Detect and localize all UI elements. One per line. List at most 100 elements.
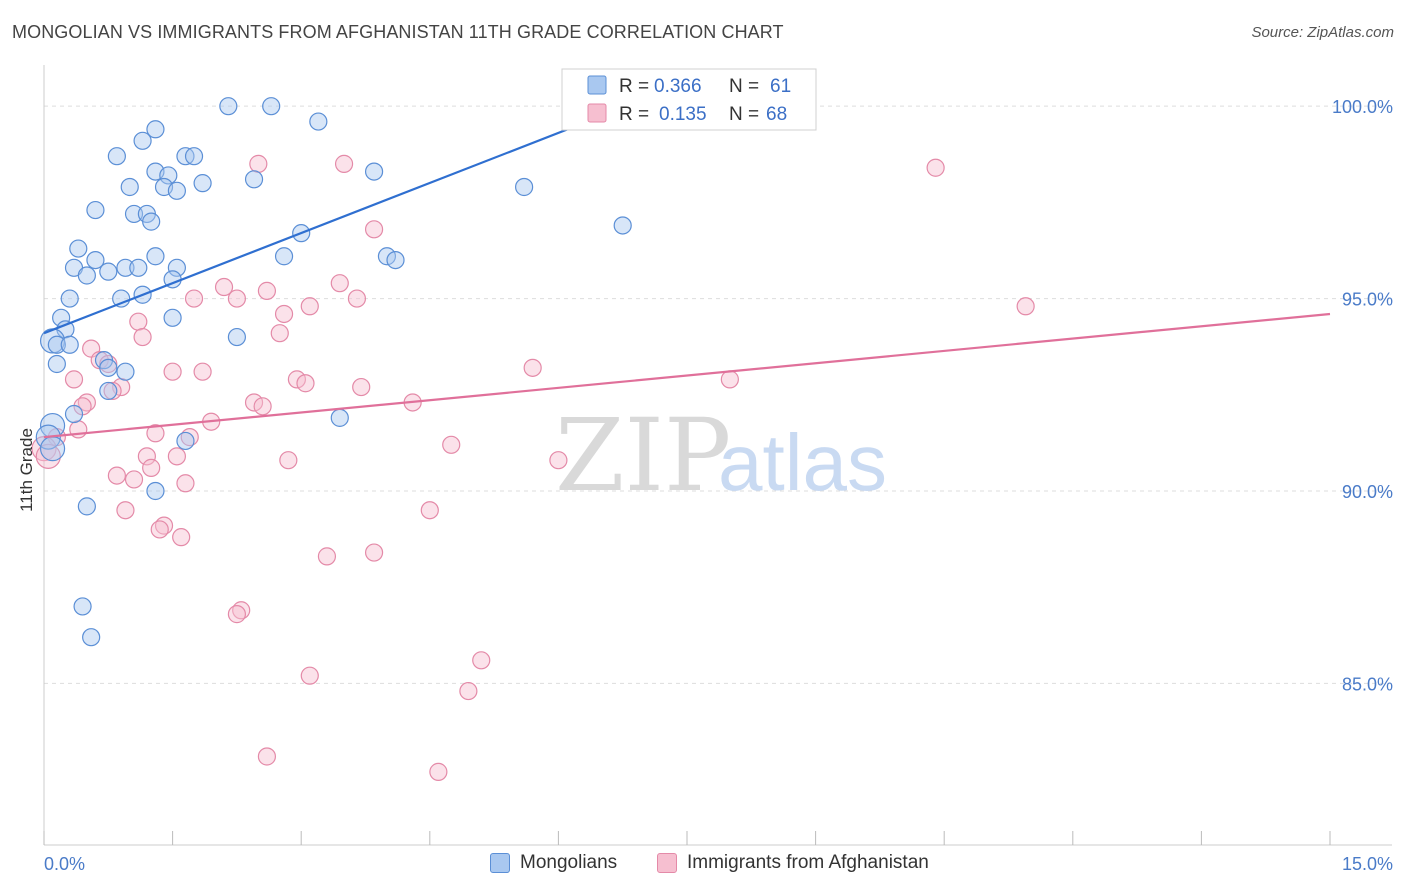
afghanistan-swatch [657, 853, 677, 873]
mongolian-point-55 [39, 436, 66, 462]
mongolian-point-50 [99, 381, 118, 401]
mongolian-point-3 [146, 120, 165, 139]
afghanistan-point-5 [330, 274, 349, 293]
afghanistan-point-59 [227, 605, 246, 624]
mongolian-point-33 [99, 262, 118, 281]
mongolian-point-27 [386, 250, 405, 270]
watermark-zip: ZIP [555, 397, 731, 514]
afghanistan-point-7 [257, 281, 277, 300]
mongolian-point-0 [219, 97, 238, 116]
afghanistan-point-55 [172, 528, 191, 547]
legend-blue-r-value: 0.366 [654, 76, 702, 97]
afghanistan-point-15 [270, 324, 289, 343]
mongolian-point-12 [120, 177, 139, 197]
blue-series-points [35, 97, 632, 647]
mongolian-point-28 [86, 250, 105, 270]
x-tick-label-max: 15.0% [1342, 854, 1393, 874]
afghanistan-point-9 [184, 289, 204, 308]
afghanistan-trend-line [43, 312, 1331, 439]
afghanistan-point-41 [35, 443, 61, 469]
afghanistan-point-13 [274, 304, 294, 324]
afghanistan-point-64 [429, 762, 448, 781]
afghanistan-point-31 [253, 397, 272, 416]
mongolian-point-10 [244, 170, 264, 189]
legend-pink-r-value: 0.135 [659, 104, 707, 125]
afghanistan-point-12 [1016, 297, 1035, 316]
series-legend: Mongolians Immigrants from Afghanistan [0, 852, 1406, 878]
mongolian-point-21 [613, 216, 632, 235]
afghanistan-point-24 [64, 370, 84, 389]
afghanistan-point-20 [523, 358, 542, 377]
afghanistan-point-57 [317, 547, 337, 566]
mongolian-point-24 [146, 247, 165, 266]
mongolian-point-23 [69, 239, 88, 258]
mongolian-point-9 [159, 166, 178, 185]
afghanistan-point-42 [442, 435, 461, 454]
mongolian-point-48 [99, 358, 118, 377]
mongolian-point-57 [146, 481, 165, 501]
afghanistan-point-60 [472, 651, 491, 670]
afghanistan-label: Immigrants from Afghanistan [687, 852, 929, 873]
mongolian-point-52 [330, 408, 349, 427]
y-tick-label-0: 85.0% [1342, 674, 1393, 694]
afghanistan-point-21 [163, 362, 182, 381]
afghanistan-point-30 [244, 393, 264, 412]
tick-labels: 85.0% 90.0% 95.0% 100.0% 0.0% 15.0% [44, 97, 1393, 874]
mongolian-point-46 [47, 354, 66, 374]
afghanistan-point-14 [129, 312, 148, 331]
legend-blue-r-label: R = [619, 76, 649, 97]
mongolian-point-16 [515, 177, 534, 197]
mongolian-point-42 [227, 327, 246, 347]
afghanistan-point-4 [364, 220, 384, 239]
legend-blue-n-value: 61 [770, 76, 791, 97]
y-tick-label-3: 100.0% [1332, 97, 1393, 117]
afghanistan-point-50 [176, 474, 195, 493]
afghanistan-point-56 [364, 543, 384, 562]
mongolian-point-18 [124, 204, 144, 224]
afghanistan-point-52 [116, 501, 135, 520]
afghanistan-point-48 [107, 466, 126, 485]
afghanistan-point-27 [352, 377, 371, 397]
mongolian-point-39 [163, 308, 182, 327]
afghanistan-point-37 [146, 424, 165, 443]
y-axis-title: 11th Grade [17, 428, 36, 512]
source-label: Source: ZipAtlas.com [1251, 24, 1394, 41]
mongolian-point-1 [262, 97, 281, 116]
mongolian-point-49 [116, 362, 135, 381]
mongolian-point-7 [184, 147, 204, 166]
afghanistan-point-2 [334, 154, 354, 173]
trend-lines [43, 105, 1331, 439]
afghanistan-point-6 [214, 277, 234, 297]
mongolian-point-34 [77, 266, 96, 285]
afghanistan-point-45 [279, 451, 298, 470]
afghanistan-point-62 [459, 681, 478, 701]
legend-item-afghanistan: Immigrants from Afghanistan [657, 852, 929, 874]
mongolian-point-26 [377, 247, 397, 266]
legend-pink-n-label: N = [729, 104, 759, 125]
mongolian-point-56 [176, 431, 195, 451]
mongolian-point-51 [64, 404, 84, 424]
afghanistan-point-29 [103, 381, 122, 401]
legend-item-mongolians: Mongolians [490, 852, 617, 874]
afghanistan-point-63 [257, 747, 277, 766]
legend-blue-swatch [587, 75, 607, 95]
afghanistan-point-25 [720, 370, 739, 389]
mongolian-point-25 [274, 247, 294, 266]
afghanistan-point-23 [287, 370, 307, 389]
afghanistan-point-22 [193, 362, 212, 381]
afghanistan-point-61 [300, 666, 319, 685]
mongolian-point-45 [60, 335, 79, 354]
mongolian-point-14 [193, 174, 212, 193]
legend-pink-r-label: R = [619, 104, 649, 125]
afghanistan-point-54 [150, 520, 169, 539]
afghanistan-point-10 [227, 289, 246, 308]
afghanistan-point-47 [142, 458, 161, 477]
afghanistan-point-43 [137, 447, 156, 466]
mongolian-point-30 [167, 258, 186, 277]
mongolian-point-15 [167, 181, 186, 200]
mongolians-label: Mongolians [520, 852, 618, 873]
mongolian-point-2 [309, 112, 328, 131]
axes-layer [43, 65, 1392, 846]
legend-blue-n-label: N = [729, 76, 759, 97]
